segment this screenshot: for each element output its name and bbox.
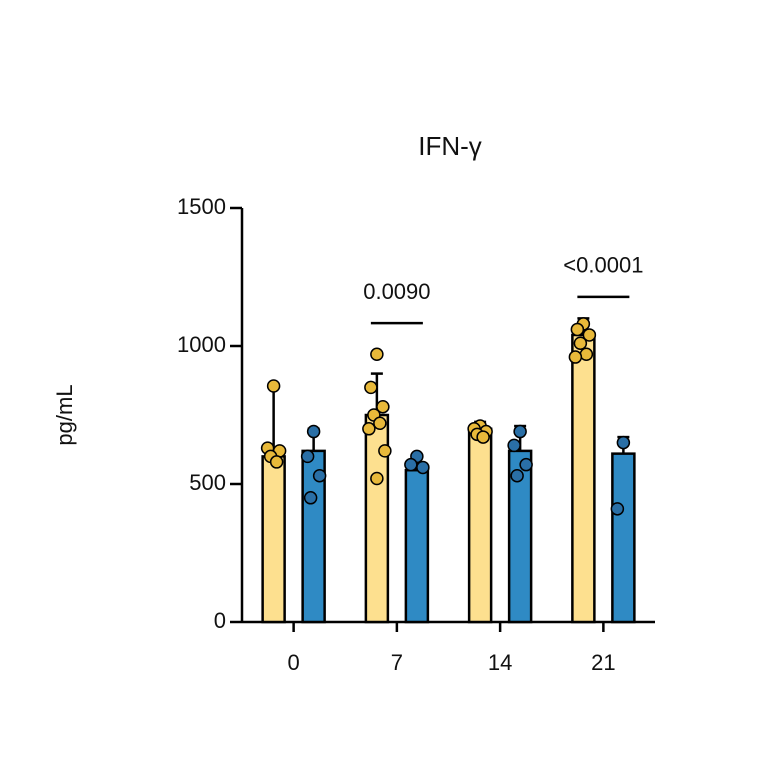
x-tick-label: 7 — [391, 650, 403, 675]
y-tick-label: 0 — [214, 608, 226, 633]
data-point — [370, 347, 384, 362]
data-point — [373, 416, 387, 431]
data-point — [404, 457, 418, 472]
y-tick-label: 500 — [189, 470, 226, 495]
data-point — [269, 455, 284, 469]
data-point — [510, 468, 524, 483]
x-tick-label: 14 — [488, 650, 512, 675]
x-tick-label: 21 — [591, 650, 615, 675]
bar — [467, 427, 493, 624]
data-point — [582, 328, 597, 342]
data-point — [266, 379, 281, 393]
chart-title: IFN-γ — [418, 131, 482, 161]
data-point — [364, 380, 378, 395]
data-point — [616, 435, 631, 450]
data-point — [476, 430, 490, 444]
bar — [571, 333, 596, 624]
data-point — [570, 322, 585, 337]
p-value: 0.0090 — [363, 279, 430, 304]
data-point — [507, 438, 521, 453]
bar — [261, 455, 286, 624]
data-point — [610, 502, 625, 516]
x-tick-label: 0 — [288, 650, 300, 675]
data-point — [513, 424, 527, 439]
data-point — [378, 444, 392, 458]
data-point — [416, 460, 430, 475]
y-axis-label: pg/mL — [52, 384, 77, 445]
y-tick-label: 1500 — [177, 194, 226, 219]
p-value: <0.0001 — [563, 253, 643, 278]
bar — [611, 452, 636, 624]
bar — [404, 468, 430, 624]
data-point — [312, 468, 327, 483]
data-point — [573, 336, 588, 350]
data-point — [579, 347, 594, 362]
data-point — [303, 491, 318, 505]
data-point — [568, 350, 583, 364]
data-point — [306, 424, 321, 439]
data-point — [519, 457, 533, 472]
y-tick-label: 1000 — [177, 332, 226, 357]
data-point — [376, 399, 390, 414]
data-point — [300, 449, 315, 464]
data-point — [362, 422, 376, 436]
data-point — [370, 471, 384, 486]
